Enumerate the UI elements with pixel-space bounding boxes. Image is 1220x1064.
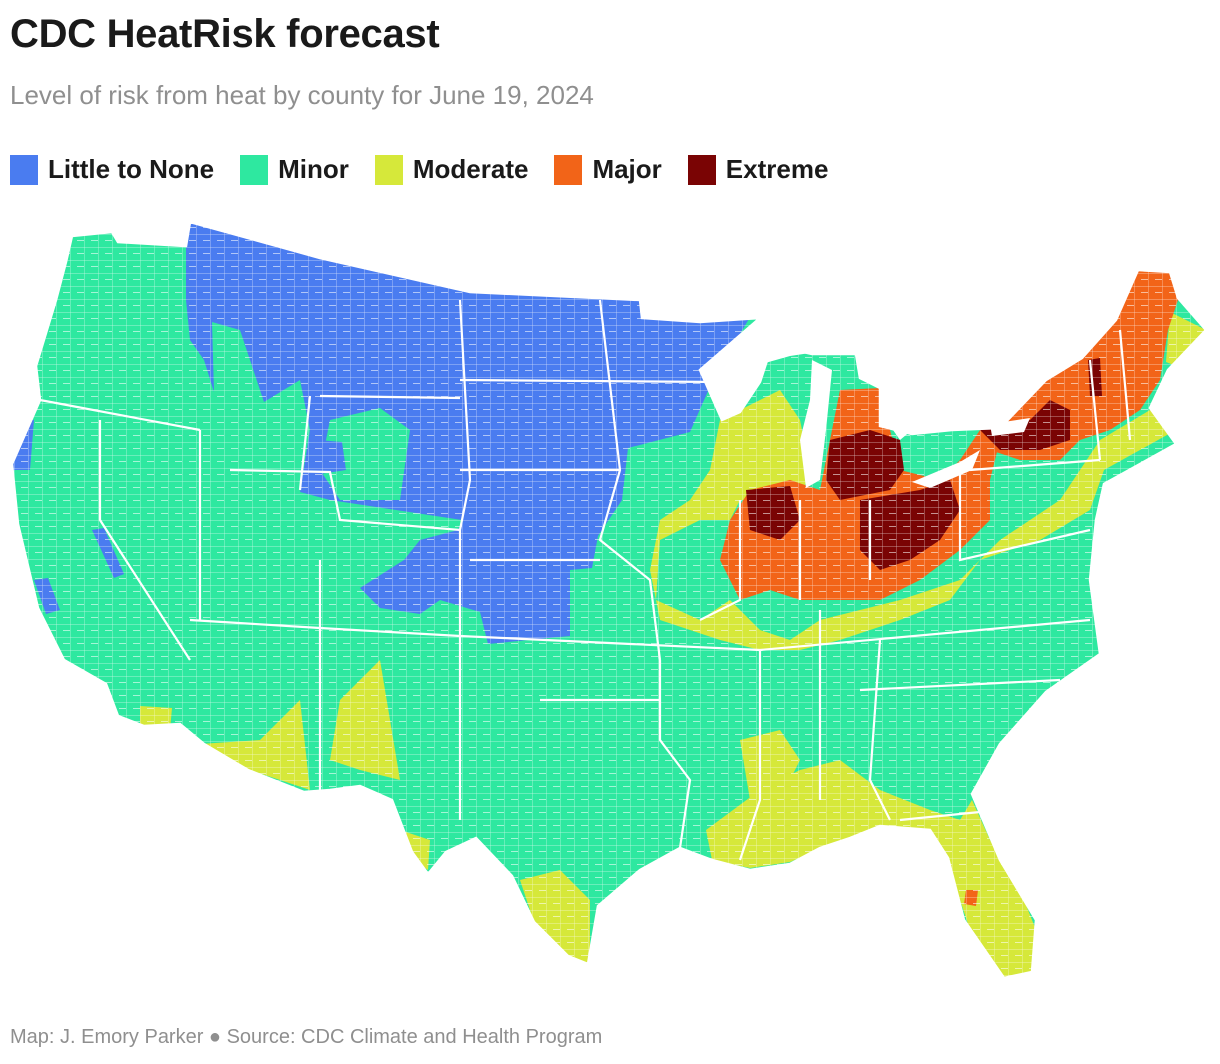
legend-swatch-minor bbox=[240, 154, 269, 185]
legend-label-extreme: Extreme bbox=[725, 154, 829, 184]
legend-item-little: Little to None bbox=[10, 154, 214, 185]
legend-label-moderate: Moderate bbox=[412, 154, 529, 184]
legend-swatch-extreme bbox=[687, 154, 716, 185]
us-heatrisk-map bbox=[10, 220, 1208, 980]
us-outline bbox=[10, 220, 1208, 980]
legend-item-moderate: Moderate bbox=[374, 154, 529, 185]
lake-michigan bbox=[800, 360, 832, 488]
legend-swatch-moderate bbox=[374, 154, 403, 185]
legend-label-major: Major bbox=[592, 154, 662, 184]
lake-superior bbox=[712, 330, 830, 370]
map-title: CDC HeatRisk forecast bbox=[10, 12, 440, 56]
state-borders bbox=[39, 299, 1132, 861]
map-credit: Map: J. Emory Parker ● Source: CDC Clima… bbox=[10, 1026, 603, 1048]
great-lakes bbox=[712, 330, 1030, 488]
lake-ontario bbox=[990, 418, 1030, 436]
legend-label-little: Little to None bbox=[48, 154, 215, 184]
legend-swatch-little bbox=[10, 154, 38, 185]
legend: Little to None Minor Moderate Major Extr… bbox=[10, 154, 854, 185]
lake-huron bbox=[880, 388, 912, 440]
legend-label-minor: Minor bbox=[278, 154, 349, 184]
lake-erie bbox=[912, 450, 980, 488]
map-body bbox=[12, 222, 1206, 978]
map-subtitle: Level of risk from heat by county for Ju… bbox=[10, 80, 594, 110]
legend-swatch-major bbox=[554, 154, 583, 185]
legend-item-major: Major bbox=[554, 154, 662, 185]
legend-item-extreme: Extreme bbox=[687, 154, 829, 185]
legend-item-minor: Minor bbox=[240, 154, 349, 185]
